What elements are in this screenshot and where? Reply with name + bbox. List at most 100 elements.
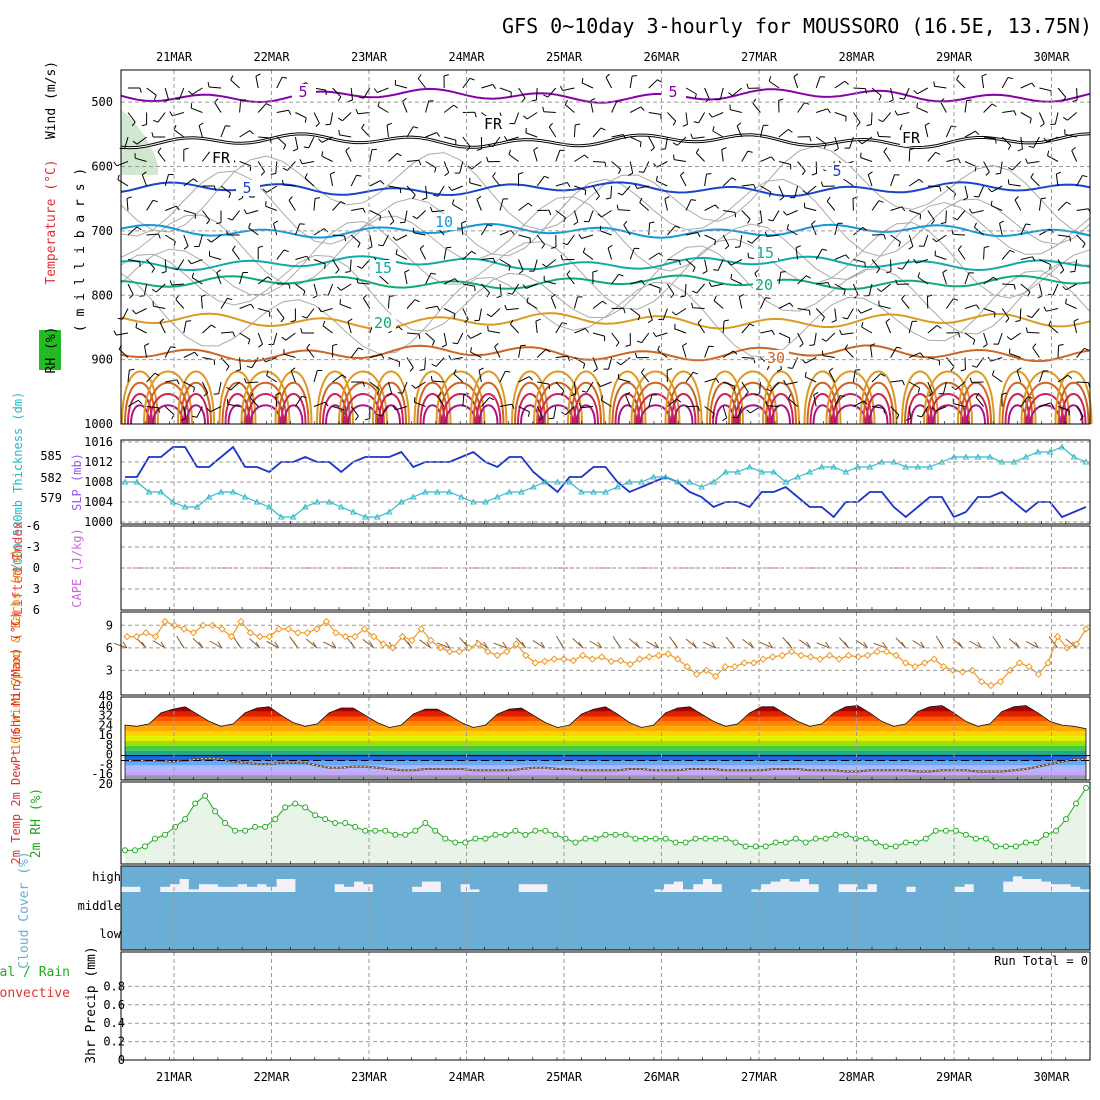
wind-barb-flag: [337, 117, 343, 122]
surface-temp-contour: [375, 381, 407, 425]
wind-barb-flag: [933, 81, 935, 87]
wind-barb: [214, 102, 222, 113]
contour-label-bg: [754, 245, 778, 261]
wind-barb: [611, 274, 620, 285]
wind-barb-flag: [802, 190, 808, 195]
wind-barb-flag: [545, 348, 551, 353]
wind-barb-flag: [246, 365, 252, 369]
wind-barb-flag: [932, 238, 937, 243]
wind-speed-marker: [303, 629, 312, 637]
wind-barb: [629, 161, 634, 174]
wind-speed-marker: [873, 647, 881, 656]
wind-speed-marker: [218, 625, 226, 633]
wind-barb: [1076, 175, 1083, 187]
cloud-high-bar: [799, 866, 810, 879]
wind-barb: [778, 272, 782, 285]
rh2m-marker: [922, 835, 929, 842]
wind-barb: [611, 134, 624, 138]
wind-barb: [871, 200, 880, 211]
surface-temp-contour: [923, 370, 973, 425]
wind-barb-flag: [345, 147, 350, 152]
contour-label: 15: [374, 259, 392, 277]
dewpoint-line-inner: [125, 757, 1086, 772]
wind-barb: [657, 349, 668, 358]
wind-barb-flag: [842, 317, 848, 320]
wind-barb-flag: [693, 121, 699, 124]
wind-barb-flag: [377, 389, 380, 395]
wind-barb: [1011, 161, 1022, 171]
surface-temp-contour: [667, 381, 700, 425]
wind-barb: [722, 234, 730, 246]
wind-barb-flag: [592, 270, 598, 273]
wind-barb: [536, 176, 545, 187]
wind-speed-marker: [721, 662, 729, 671]
wind-speed-marker: [977, 677, 986, 686]
wind-barb-10m: [969, 640, 982, 649]
wind-barb: [704, 87, 710, 100]
wind-barb-flag: [573, 221, 579, 226]
thickness-marker: [722, 468, 729, 475]
wind-barb: [1057, 374, 1069, 383]
thickness-marker: [361, 513, 369, 520]
wind-barb: [506, 308, 519, 311]
surface-temp-contour: [926, 381, 970, 425]
temp2m-ylabel: 2m Temp 2m DewPt (6hr Min/Max) (°C): [9, 612, 23, 865]
wind-barb-flag: [940, 222, 946, 225]
rh2m-marker: [1073, 800, 1079, 807]
wind-speed-marker: [579, 651, 587, 660]
wind-barb-flag: [975, 392, 980, 398]
wind-barb-flag: [163, 99, 169, 103]
wind-speed-marker: [692, 670, 701, 678]
wind-barb-flag: [652, 332, 657, 337]
surface-temp-contour: [762, 370, 800, 425]
wind-barb-flag: [314, 197, 321, 199]
wind-barb-flag: [437, 392, 442, 397]
wind-barb: [350, 406, 359, 417]
wind-barb-flag: [607, 244, 613, 249]
wind-barb: [600, 381, 612, 387]
wind-barb: [983, 276, 994, 285]
wind-barb: [499, 370, 506, 383]
wind-barb: [239, 332, 251, 340]
wind-barb-flag: [605, 73, 610, 78]
wind-barb: [239, 272, 244, 285]
wind-barb: [220, 357, 230, 367]
thickness-marker: [926, 463, 934, 470]
temp-band: [125, 760, 1086, 766]
rh2m-marker: [822, 835, 829, 842]
cloud-high-bar: [343, 866, 355, 887]
wind-barb: [201, 381, 209, 394]
thickness-marker: [746, 463, 753, 470]
wind-barb: [739, 234, 743, 247]
date-label-bottom: 21MAR: [156, 1070, 193, 1084]
wind-barb: [555, 210, 566, 219]
wind-barb-flag: [1015, 320, 1021, 323]
rh2m-marker: [492, 831, 499, 838]
wind-barb-flag: [905, 417, 911, 421]
wind-barb-flag: [625, 344, 631, 347]
wind-barb: [173, 129, 185, 138]
wind-barb: [208, 86, 222, 89]
wind-barb-flag: [181, 417, 187, 421]
wind-barb: [852, 112, 861, 123]
rh2m-marker: [242, 827, 249, 834]
rh-contour: [120, 145, 1091, 236]
wind-barb: [760, 185, 772, 193]
wind-barb: [127, 283, 134, 296]
contour-label-bg: [433, 214, 457, 230]
wind-barb-10m-flag: [483, 641, 489, 649]
wind-barb-flag: [1082, 175, 1088, 178]
surface-temp-contour: [413, 370, 452, 425]
rh2m-marker: [1053, 827, 1059, 834]
wind-barb: [737, 406, 743, 418]
wind-barb: [696, 283, 705, 294]
wind-barb-flag: [878, 200, 884, 203]
wind-barb-flag: [452, 342, 458, 345]
rh2m-marker: [912, 839, 919, 846]
date-label-top: 24MAR: [448, 50, 485, 64]
wind-barb-flag: [713, 269, 719, 271]
surface-temp-contour: [274, 370, 313, 425]
wind-barb-10m: [589, 640, 603, 649]
wind-barb-flag: [504, 304, 508, 310]
wind-barb-flag: [870, 343, 876, 347]
